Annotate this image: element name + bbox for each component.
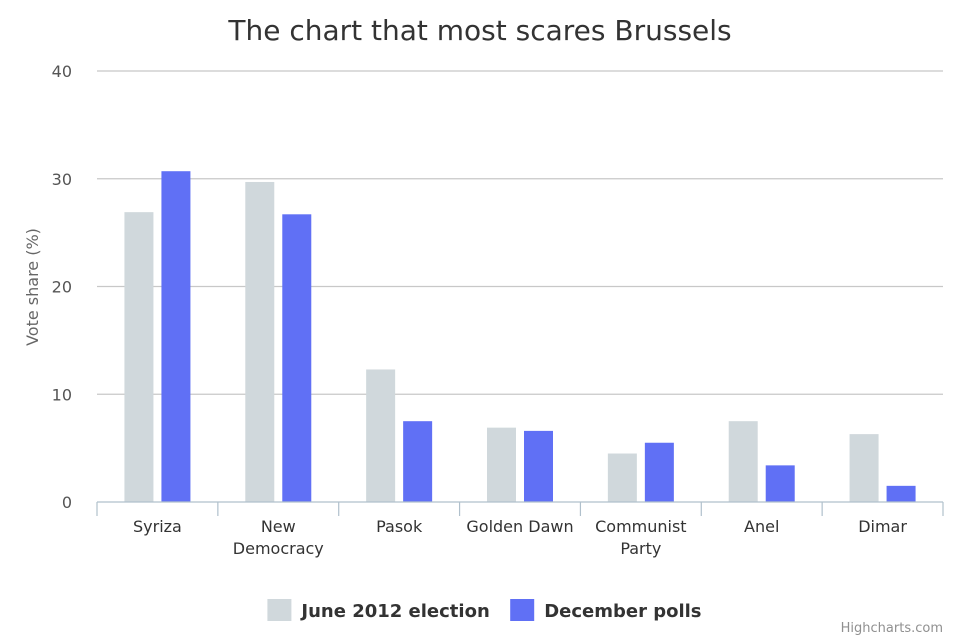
legend-swatch[interactable] (510, 599, 535, 621)
bars (124, 171, 916, 503)
legend-swatch[interactable] (267, 599, 292, 621)
x-tick-label: Golden Dawn (466, 517, 573, 536)
y-axis-ticks: 0 10 20 30 40 (52, 62, 72, 512)
bar-december-polls[interactable] (161, 171, 191, 502)
bar-december-polls[interactable] (644, 442, 674, 502)
bar-december-polls[interactable] (765, 465, 795, 502)
bar-december-polls[interactable] (886, 485, 916, 502)
x-axis: Syriza New Democracy Pasok Golden Dawn Commun… (96, 501, 944, 558)
bar-december-polls[interactable] (524, 430, 553, 502)
y-tick-label: 40 (52, 62, 72, 81)
bar-december-polls[interactable] (282, 214, 312, 502)
y-tick-label: 0 (62, 493, 72, 512)
x-tick-label: Pasok (376, 517, 423, 536)
x-tick-label: New Democracy (233, 517, 324, 558)
y-tick-label: 20 (52, 278, 72, 297)
bar-june-2012[interactable] (366, 369, 396, 502)
x-tick-label: Anel (744, 517, 779, 536)
bar-june-2012[interactable] (849, 434, 879, 502)
x-tick-label: Dimar (858, 517, 907, 536)
credits-link[interactable]: Highcharts.com (841, 621, 943, 636)
y-tick-label: 30 (52, 170, 72, 189)
y-tick-label: 10 (52, 385, 72, 404)
bar-june-2012[interactable] (728, 421, 758, 502)
legend-label[interactable]: December polls (544, 601, 701, 622)
bar-june-2012[interactable] (124, 212, 154, 502)
bar-june-2012[interactable] (245, 181, 275, 503)
bar-june-2012[interactable] (607, 453, 637, 502)
legend-label[interactable]: June 2012 election (299, 601, 489, 622)
x-tick-label: Communist Party (595, 517, 686, 558)
gridlines (97, 70, 943, 395)
legend[interactable]: June 2012 election December polls (267, 599, 702, 622)
x-tick-label: Syriza (133, 517, 182, 536)
bar-december-polls[interactable] (403, 421, 433, 502)
bar-june-2012[interactable] (487, 427, 516, 502)
y-axis-label: Vote share (%) (23, 228, 42, 346)
chart-title: The chart that most scares Brussels (227, 14, 731, 47)
